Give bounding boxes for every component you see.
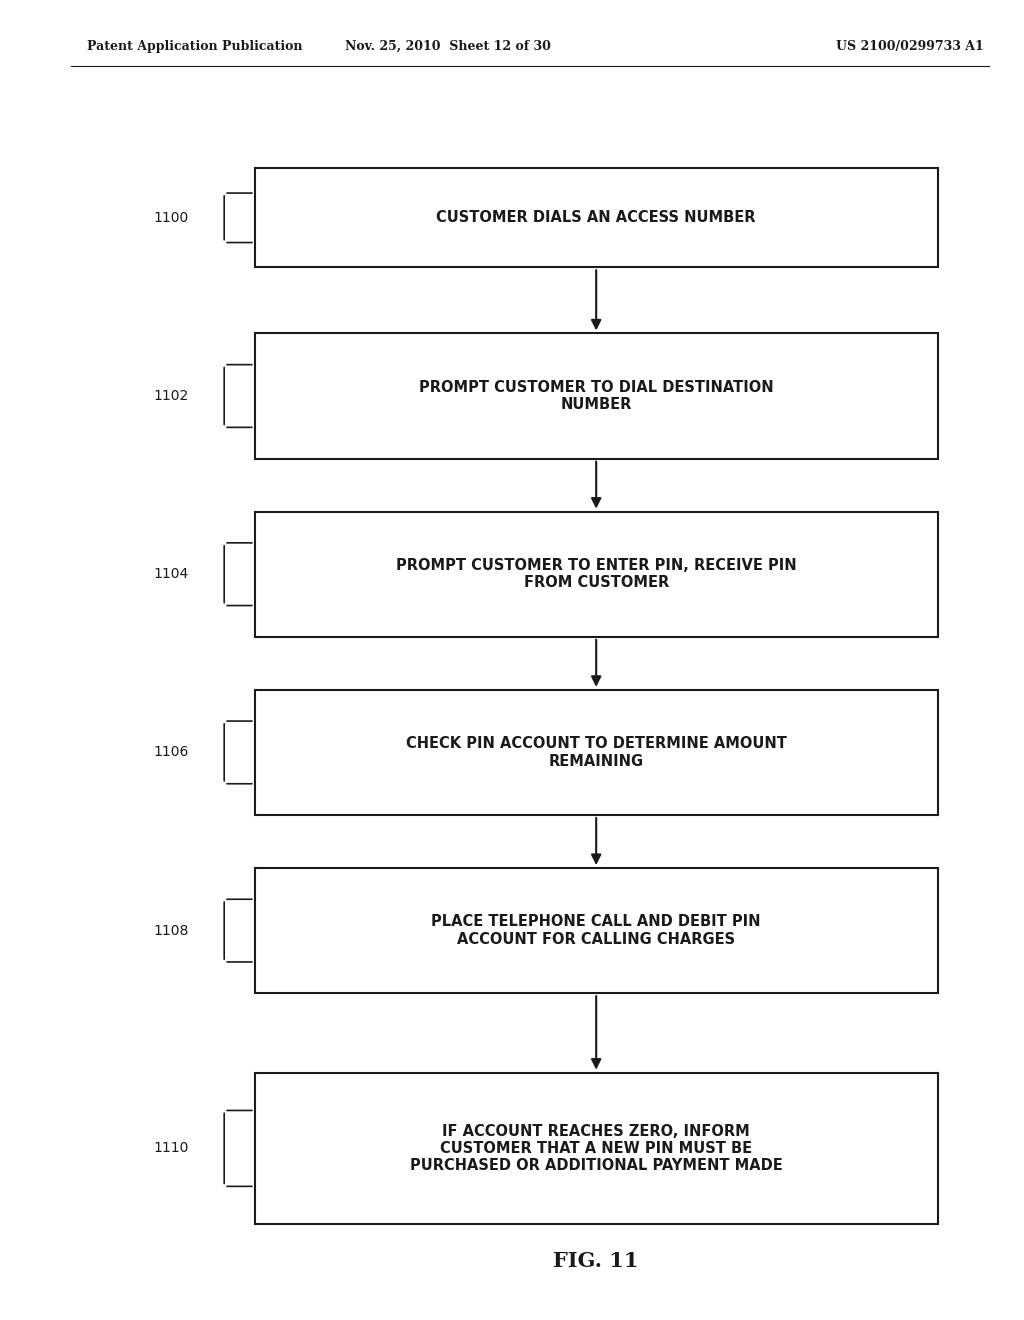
Text: 1100: 1100	[154, 211, 188, 224]
Text: 1106: 1106	[154, 746, 188, 759]
FancyBboxPatch shape	[255, 1072, 938, 1225]
Text: 1108: 1108	[154, 924, 188, 937]
FancyBboxPatch shape	[255, 169, 938, 267]
FancyBboxPatch shape	[255, 334, 938, 459]
Text: 1102: 1102	[154, 389, 188, 403]
Text: PROMPT CUSTOMER TO ENTER PIN, RECEIVE PIN
FROM CUSTOMER: PROMPT CUSTOMER TO ENTER PIN, RECEIVE PI…	[396, 558, 797, 590]
Text: PROMPT CUSTOMER TO DIAL DESTINATION
NUMBER: PROMPT CUSTOMER TO DIAL DESTINATION NUMB…	[419, 380, 773, 412]
Text: FIG. 11: FIG. 11	[553, 1250, 639, 1271]
Text: US 2100/0299733 A1: US 2100/0299733 A1	[836, 40, 983, 53]
Text: CUSTOMER DIALS AN ACCESS NUMBER: CUSTOMER DIALS AN ACCESS NUMBER	[436, 210, 756, 226]
Text: IF ACCOUNT REACHES ZERO, INFORM
CUSTOMER THAT A NEW PIN MUST BE
PURCHASED OR ADD: IF ACCOUNT REACHES ZERO, INFORM CUSTOMER…	[410, 1123, 782, 1173]
Text: PLACE TELEPHONE CALL AND DEBIT PIN
ACCOUNT FOR CALLING CHARGES: PLACE TELEPHONE CALL AND DEBIT PIN ACCOU…	[431, 915, 761, 946]
Text: CHECK PIN ACCOUNT TO DETERMINE AMOUNT
REMAINING: CHECK PIN ACCOUNT TO DETERMINE AMOUNT RE…	[406, 737, 786, 768]
Text: Patent Application Publication: Patent Application Publication	[87, 40, 302, 53]
Text: 1104: 1104	[154, 568, 188, 581]
FancyBboxPatch shape	[255, 689, 938, 814]
Text: Nov. 25, 2010  Sheet 12 of 30: Nov. 25, 2010 Sheet 12 of 30	[345, 40, 551, 53]
Text: 1110: 1110	[154, 1142, 188, 1155]
FancyBboxPatch shape	[255, 869, 938, 993]
FancyBboxPatch shape	[255, 512, 938, 638]
